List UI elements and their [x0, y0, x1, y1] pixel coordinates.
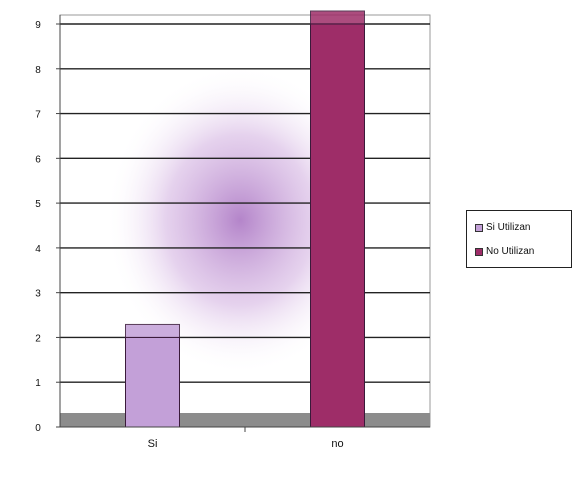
y-tick-label: 9 [35, 20, 41, 31]
y-tick-label: 5 [35, 199, 41, 210]
bar-top-cap [310, 10, 365, 25]
x-tick-label: Si [148, 438, 158, 450]
legend-label-si-utilizan: Si Utilizan [486, 222, 531, 233]
gridlines [60, 23, 430, 383]
y-tick-label: 4 [35, 244, 41, 255]
y-tick-label: 7 [35, 110, 41, 121]
y-tick-label: 0 [35, 423, 41, 434]
y-tick-label: 6 [35, 154, 41, 165]
legend: Si Utilizan No Utilizan [466, 210, 572, 268]
y-tick-labels: 0 1 2 3 4 5 6 7 8 9 [35, 20, 60, 434]
bar-top-cap [125, 323, 180, 338]
y-tick-label: 2 [35, 333, 41, 344]
y-tick-label: 1 [35, 378, 41, 389]
bar-si-utilizan [125, 336, 180, 428]
x-tick-label: no [331, 438, 343, 450]
floor-band [60, 413, 430, 427]
bar-no-utilizan [310, 23, 365, 428]
y-tick-label: 8 [35, 65, 41, 76]
legend-label-no-utilizan: No Utilizan [486, 246, 535, 257]
legend-item-no-utilizan: No Utilizan [475, 246, 534, 257]
y-tick-label: 3 [35, 289, 41, 300]
legend-swatch-no-utilizan [475, 247, 483, 256]
bars [125, 10, 365, 428]
x-tick-labels: Si no [148, 427, 344, 450]
legend-item-si-utilizan: Si Utilizan [475, 222, 530, 233]
legend-swatch-si-utilizan [475, 223, 483, 232]
